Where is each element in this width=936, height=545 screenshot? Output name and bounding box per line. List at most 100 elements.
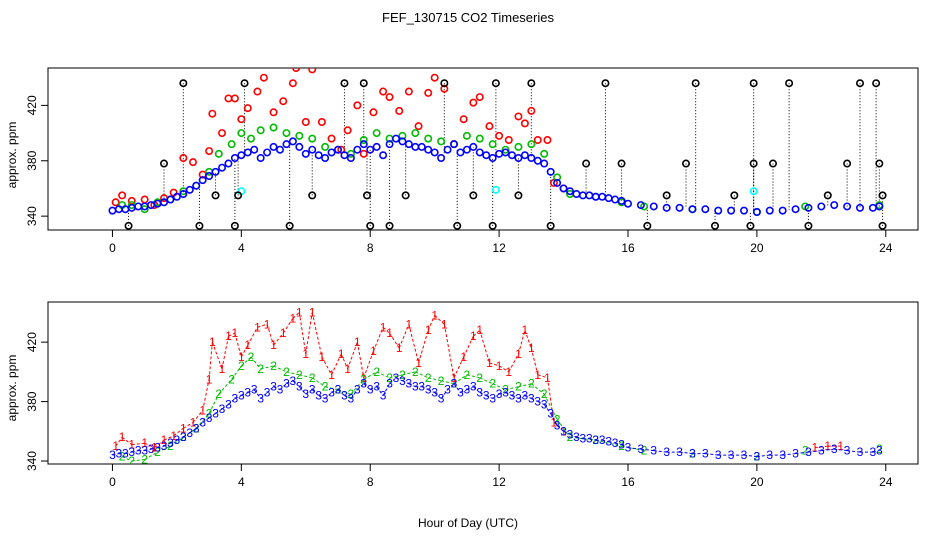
data-point (208, 109, 217, 118)
data-point (308, 134, 317, 143)
data-point (727, 206, 736, 215)
series-segment (395, 377, 403, 382)
series-segment (170, 436, 184, 447)
series-segment (247, 327, 258, 346)
data-point: 3 (367, 383, 374, 397)
series-segment (376, 371, 390, 379)
data-point: 2 (360, 372, 367, 386)
data-point (540, 159, 549, 168)
series-segment (273, 386, 281, 391)
data-point (369, 108, 378, 117)
data-point: 3 (386, 377, 393, 391)
data-point: 1 (161, 433, 168, 447)
data-point (359, 140, 368, 149)
series-segment (192, 410, 204, 423)
series-segment (208, 342, 213, 380)
x-tick-label: 0 (109, 241, 116, 255)
data-point: 1 (244, 338, 251, 352)
data-point (533, 136, 542, 145)
data-point (878, 191, 887, 200)
data-point (218, 163, 227, 172)
series-segment (363, 383, 371, 391)
plot-area (108, 68, 887, 230)
data-point: 1 (505, 365, 512, 379)
y-tick-label: 380 (25, 150, 39, 170)
series-segment (356, 383, 365, 391)
data-point (681, 159, 690, 168)
series-segment (440, 389, 448, 399)
x-tick-label: 4 (238, 241, 245, 255)
data-point: 3 (219, 402, 226, 416)
data-point (263, 148, 272, 157)
data-point (601, 79, 610, 88)
data-point: 1 (209, 335, 216, 349)
data-point (504, 136, 513, 145)
data-point: 3 (425, 383, 432, 397)
data-point (527, 154, 536, 163)
series-segment (305, 312, 313, 355)
data-point: 3 (399, 374, 406, 388)
data-point (437, 154, 446, 163)
data-point (875, 159, 884, 168)
series-segment (299, 374, 313, 379)
series-segment (183, 432, 191, 438)
data-point: 1 (812, 441, 819, 455)
series-segment (121, 436, 133, 446)
data-point: 3 (122, 447, 129, 461)
series-segment (260, 392, 268, 399)
series-segment (460, 389, 468, 394)
data-point: 1 (470, 329, 477, 343)
data-point (414, 122, 423, 131)
series-segment (489, 362, 500, 367)
data-point: 3 (779, 448, 786, 462)
data-point: 2 (128, 454, 135, 468)
data-point (404, 87, 413, 96)
data-point (830, 201, 839, 210)
data-point: 3 (728, 448, 735, 462)
data-point: 3 (554, 418, 561, 432)
x-tick-label: 12 (492, 475, 506, 489)
data-point (475, 148, 484, 157)
series-segment (847, 450, 861, 453)
data-point (553, 173, 562, 182)
series-segment (121, 456, 132, 462)
data-point: 2 (296, 368, 303, 382)
data-point: 2 (270, 359, 277, 373)
data-point (855, 79, 864, 88)
data-point (124, 221, 133, 230)
data-point (623, 199, 632, 208)
data-point (485, 122, 494, 131)
data-point (582, 159, 591, 168)
data-point: 1 (309, 305, 316, 319)
data-point: 2 (283, 365, 290, 379)
data-point: 2 (322, 380, 329, 394)
data-point: 1 (296, 305, 303, 319)
data-point (269, 142, 278, 151)
data-point (730, 191, 739, 200)
series-segment (589, 438, 596, 441)
data-point (430, 73, 439, 82)
data-point: 3 (715, 448, 722, 462)
data-point: 2 (154, 445, 161, 459)
data-point (739, 206, 748, 215)
chart-title: FEF_130715 CO2 Timeseries (382, 10, 554, 25)
data-point: 1 (280, 326, 287, 340)
data-point: 3 (754, 450, 761, 464)
series-segment (247, 389, 255, 394)
top-panel: 0 4 8 12 16 20 24 340 380 420 (25, 67, 919, 255)
data-point: 2 (373, 365, 380, 379)
series-segment (234, 395, 242, 400)
data-point (649, 202, 658, 211)
data-point (714, 206, 723, 215)
data-point (643, 221, 652, 230)
data-point (823, 191, 832, 200)
data-point (282, 129, 291, 138)
series-segment (311, 312, 323, 358)
data-point: 1 (170, 429, 177, 443)
series-segment (556, 419, 571, 438)
series-segment (479, 377, 493, 385)
data-point: 3 (257, 392, 264, 406)
data-point (224, 159, 233, 168)
data-point (295, 131, 304, 140)
